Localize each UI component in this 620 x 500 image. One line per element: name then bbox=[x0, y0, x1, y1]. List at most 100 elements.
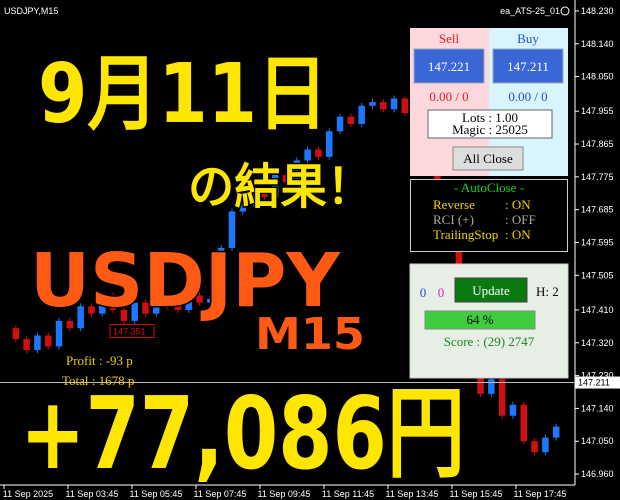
candle bbox=[369, 102, 376, 106]
candle bbox=[163, 299, 171, 307]
candle bbox=[336, 116, 344, 132]
x-tick-label: 11 Sep 03:45 bbox=[66, 489, 119, 499]
sell-label: Sell bbox=[439, 31, 460, 46]
x-tick-label: 11 Sep 07:45 bbox=[194, 489, 247, 499]
candle bbox=[293, 160, 301, 183]
candle bbox=[99, 295, 106, 314]
autoclose-value: : ON bbox=[505, 227, 531, 242]
x-tick-label: 11 Sep 2025 bbox=[3, 489, 53, 499]
candle bbox=[401, 98, 409, 114]
level-label: 147.351 bbox=[113, 326, 146, 336]
autoclose-name: RCI (+) bbox=[433, 212, 474, 227]
candle bbox=[77, 306, 84, 329]
sell-pl: 0.00 / 0 bbox=[429, 89, 468, 104]
y-tick-label: 147.865 bbox=[581, 139, 614, 149]
y-tick-label: 147.955 bbox=[581, 106, 614, 116]
y-tick-label: 147.595 bbox=[581, 238, 614, 248]
candle bbox=[239, 204, 247, 212]
date-caption: 9月11日 bbox=[38, 47, 328, 142]
x-tick-label: 11 Sep 17:45 bbox=[514, 489, 567, 499]
candle bbox=[109, 295, 117, 310]
y-tick-label: 146.960 bbox=[581, 469, 614, 479]
sell-price: 147.221 bbox=[428, 59, 470, 74]
candle bbox=[34, 335, 41, 351]
amount-caption: +77,086円 bbox=[20, 375, 465, 492]
update-button[interactable] bbox=[454, 277, 528, 303]
candle bbox=[142, 302, 149, 314]
candle bbox=[131, 302, 138, 321]
y-tick-label: 148.230 bbox=[581, 6, 614, 16]
current-price-label: 147.211 bbox=[578, 378, 610, 388]
buy-price: 147.211 bbox=[507, 59, 549, 74]
candle bbox=[282, 175, 290, 183]
autoclose-rows: Reverse : ON RCI (+) : OFF TrailingStop : ON bbox=[433, 197, 536, 242]
level-box bbox=[109, 323, 155, 338]
candle bbox=[380, 102, 387, 110]
x-tick-label: 11 Sep 11:45 bbox=[322, 489, 374, 499]
count-pink: 0 bbox=[438, 285, 445, 300]
candle bbox=[390, 98, 398, 110]
current-price-box bbox=[575, 376, 620, 389]
expert-name: ea_ATS-25_01 bbox=[500, 6, 560, 16]
candle bbox=[196, 295, 203, 303]
buy-pl: 0.00 / 0 bbox=[508, 89, 547, 104]
candle bbox=[271, 175, 279, 197]
magic: Magic : 25025 bbox=[452, 122, 528, 137]
sell-button[interactable] bbox=[413, 48, 485, 84]
profit: Profit : -93 p bbox=[66, 353, 133, 368]
candle bbox=[12, 328, 20, 340]
all-close-button[interactable] bbox=[452, 146, 524, 171]
progress-label: 64 % bbox=[466, 312, 493, 327]
y-tick-label: 147.505 bbox=[581, 270, 614, 280]
autoclose-box bbox=[410, 179, 568, 252]
lots: Lots : 1.00 bbox=[462, 110, 518, 125]
candle bbox=[250, 189, 257, 205]
candle bbox=[520, 404, 528, 442]
y-tick-label: 147.230 bbox=[581, 371, 614, 381]
score: Score : (29) 2747 bbox=[444, 334, 535, 349]
y-tick-label: 147.775 bbox=[581, 172, 614, 182]
candle bbox=[120, 309, 128, 321]
update-label: Update bbox=[472, 283, 510, 298]
candle bbox=[315, 149, 322, 157]
candle bbox=[325, 131, 333, 157]
candle bbox=[509, 404, 517, 416]
buy-button[interactable] bbox=[492, 48, 564, 84]
x-tick-label: 11 Sep 15:45 bbox=[450, 489, 503, 499]
x-tick-label: 11 Sep 09:45 bbox=[258, 489, 311, 499]
lots-box bbox=[427, 109, 553, 139]
progress-bar bbox=[424, 310, 536, 330]
y-tick-label: 148.140 bbox=[581, 39, 614, 49]
x-tick-label: 11 Sep 13:45 bbox=[386, 489, 439, 499]
y-tick-label: 147.410 bbox=[581, 305, 614, 315]
pair-caption: USDJPY bbox=[30, 238, 341, 324]
y-tick-label: 147.050 bbox=[581, 436, 614, 446]
candle bbox=[531, 441, 538, 453]
candle bbox=[488, 379, 495, 394]
count-blue: 0 bbox=[420, 285, 427, 300]
candle bbox=[207, 299, 214, 303]
timeframe-caption: M15 bbox=[255, 309, 365, 360]
result-caption: の結果！ bbox=[188, 159, 373, 215]
expert-icon bbox=[560, 6, 570, 16]
candle bbox=[23, 339, 30, 351]
autoclose-title: - AutoClose - bbox=[454, 180, 524, 195]
candle bbox=[217, 247, 225, 300]
y-tick-label: 148.050 bbox=[581, 72, 614, 82]
candle bbox=[358, 105, 365, 124]
autoclose-name: Reverse bbox=[433, 197, 475, 212]
autoclose-value: : ON bbox=[505, 197, 531, 212]
candle bbox=[228, 211, 236, 248]
total: Total : 1678 p bbox=[62, 373, 134, 388]
candle bbox=[153, 299, 160, 314]
candle bbox=[304, 149, 311, 161]
y-tick-label: 147.685 bbox=[581, 205, 614, 215]
autoclose-value: : OFF bbox=[505, 212, 536, 227]
y-tick-label: 147.320 bbox=[581, 338, 614, 348]
all-close-label: All Close bbox=[463, 151, 513, 166]
candle bbox=[552, 426, 560, 438]
buy-label: Buy bbox=[517, 31, 539, 46]
candle bbox=[498, 379, 506, 416]
autoclose-name: TrailingStop bbox=[433, 227, 498, 242]
